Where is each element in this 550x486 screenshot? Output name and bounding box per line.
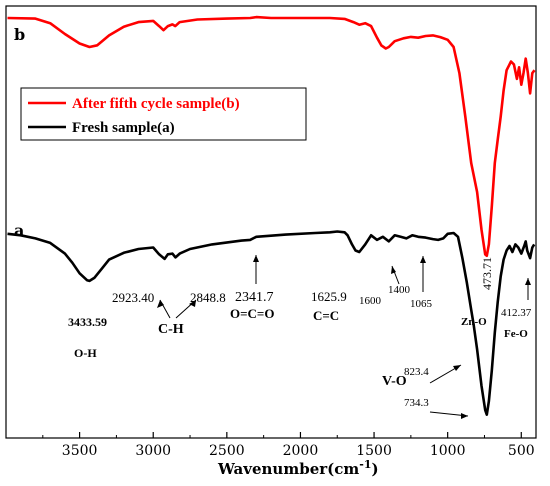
x-axis-ticks: 3500 3000 2500 2000 1500 1000 500 <box>42 432 535 459</box>
series-line-after-fifth-cycle <box>7 15 536 258</box>
label-412: 412.37 <box>501 307 532 319</box>
label-oh: O-H <box>74 346 97 360</box>
panel-label-a: a <box>14 221 24 240</box>
label-1625: 1625.9 <box>311 289 347 304</box>
label-oco: O=C=O <box>230 306 274 321</box>
annotation-arrowheads <box>157 255 531 419</box>
x-tick-label-1000: 1000 <box>430 443 466 459</box>
annotations <box>159 255 529 417</box>
label-2341: 2341.7 <box>235 290 274 305</box>
label-2923: 2923.40 <box>112 290 154 305</box>
label-feo: Fe-O <box>504 328 528 340</box>
arrowhead-feo <box>525 278 531 285</box>
series-line-fresh-sample <box>7 230 536 416</box>
label-vo: V-O <box>382 374 407 389</box>
label-1600: 1600 <box>359 295 382 307</box>
label-cc: C=C <box>313 308 339 323</box>
legend-label-fresh-sample: Fresh sample(a) <box>72 120 175 136</box>
legend-label-after-fifth-cycle: After fifth cycle sample(b) <box>72 96 240 112</box>
label-1065: 1065 <box>410 298 433 310</box>
legend: After fifth cycle sample(b) Fresh sample… <box>20 87 307 141</box>
label-3433: 3433.59 <box>68 315 107 329</box>
label-2848: 2848.8 <box>190 290 226 305</box>
arrowhead-1400 <box>391 266 396 274</box>
plot-frame <box>5 5 537 439</box>
arrowhead-vo-734 <box>461 413 468 419</box>
legend-box <box>20 87 307 141</box>
x-tick-label-3500: 3500 <box>62 443 98 459</box>
label-823: 823.4 <box>404 366 429 378</box>
arrowhead-ch-left <box>157 300 164 308</box>
arrowhead-vo-823 <box>453 365 461 371</box>
x-tick-label-1500: 1500 <box>356 443 392 459</box>
arrowhead-ch-right <box>189 300 196 307</box>
x-tick-label-500: 500 <box>508 443 535 459</box>
x-axis-title: Wavenumber(cm-1) <box>217 458 379 478</box>
arrowhead-1065 <box>420 256 426 263</box>
x-tick-label-2500: 2500 <box>209 443 245 459</box>
x-tick-label-3000: 3000 <box>135 443 171 459</box>
label-473: 473.71 <box>480 257 494 290</box>
label-734: 734.3 <box>404 397 429 409</box>
arrowhead-oco <box>253 255 259 262</box>
label-1400: 1400 <box>388 284 411 296</box>
panel-label-b: b <box>14 25 25 44</box>
label-ch: C-H <box>158 322 184 337</box>
label-zno: Zn-O <box>461 316 487 328</box>
x-tick-label-2000: 2000 <box>283 443 319 459</box>
